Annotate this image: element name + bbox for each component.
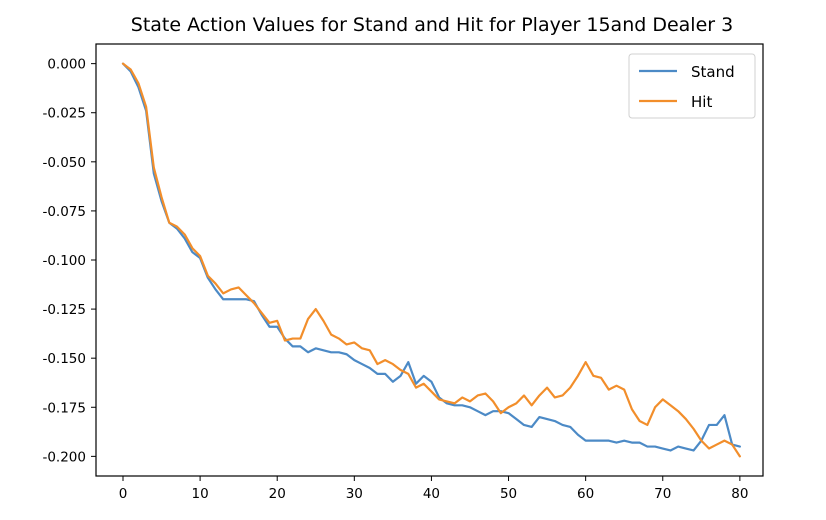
y-tick-label: -0.025 xyxy=(42,106,86,122)
plot-area xyxy=(121,62,741,458)
x-axis: 0 10 20 30 40 50 60 70 80 xyxy=(119,476,748,502)
y-tick-label: -0.100 xyxy=(42,253,86,269)
legend-label-hit: Hit xyxy=(691,93,712,111)
y-axis: 0.000 -0.025 -0.050 -0.075 -0.100 -0.125 -0.15… xyxy=(42,57,96,465)
x-tick-label: 70 xyxy=(654,486,671,502)
y-tick-label: -0.200 xyxy=(42,449,86,465)
x-tick-label: 20 xyxy=(269,486,286,502)
x-tick-label: 0 xyxy=(119,486,128,502)
y-tick-label: -0.175 xyxy=(42,400,86,416)
x-tick-label: 60 xyxy=(577,486,594,502)
y-tick-label: 0.000 xyxy=(47,57,86,73)
chart-title: State Action Values for Stand and Hit fo… xyxy=(131,14,733,36)
y-tick-label: -0.050 xyxy=(42,155,86,171)
legend: Stand Hit xyxy=(628,53,756,119)
y-tick-label: -0.075 xyxy=(42,204,86,220)
y-tick-label: -0.150 xyxy=(42,351,86,367)
x-tick-label: 10 xyxy=(192,486,209,502)
series-line-stand xyxy=(121,62,741,452)
x-tick-label: 30 xyxy=(346,486,363,502)
series-line-hit xyxy=(121,62,741,458)
y-tick-label: -0.125 xyxy=(42,302,86,318)
x-tick-label: 80 xyxy=(731,486,748,502)
legend-label-stand: Stand xyxy=(691,63,735,81)
x-tick-label: 40 xyxy=(423,486,440,502)
x-tick-label: 50 xyxy=(500,486,517,502)
